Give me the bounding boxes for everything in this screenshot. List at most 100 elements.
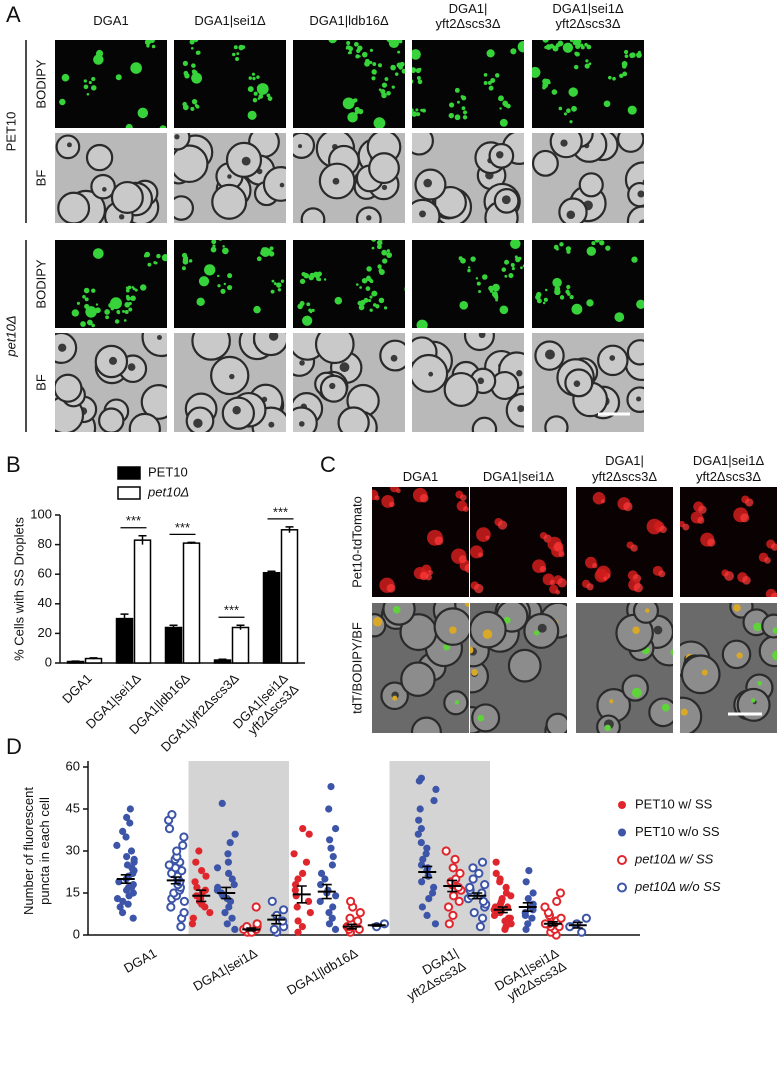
row-label: BF	[33, 374, 48, 391]
data-point	[129, 881, 137, 889]
droplet	[347, 51, 351, 55]
cell	[507, 648, 542, 683]
micrograph	[55, 240, 167, 328]
droplet	[82, 295, 86, 299]
data-point	[552, 896, 562, 907]
droplet	[130, 295, 136, 302]
droplet	[401, 68, 405, 74]
data-point	[477, 913, 488, 923]
droplet	[214, 236, 217, 239]
vacuole	[127, 363, 136, 371]
droplet	[449, 626, 457, 634]
micrograph-content	[328, 40, 405, 128]
vacuole	[423, 178, 433, 188]
data-point	[317, 881, 325, 889]
droplet	[147, 262, 152, 267]
droplet	[190, 46, 194, 50]
droplet	[376, 244, 382, 250]
droplet	[559, 242, 564, 247]
cell	[252, 333, 286, 357]
x-tick-label: DGA1|sei1Δyft2Δscs3Δ	[492, 945, 569, 1007]
droplet	[95, 307, 101, 314]
droplet	[565, 289, 570, 294]
droplet	[565, 246, 571, 252]
data-point	[416, 805, 424, 813]
data-point	[327, 783, 335, 791]
vacuole	[118, 214, 125, 220]
vacuole	[66, 142, 72, 148]
data-point	[213, 864, 222, 872]
droplet	[412, 79, 414, 84]
droplet	[252, 76, 256, 81]
error-bar	[497, 906, 508, 914]
droplet	[477, 714, 485, 722]
droplet	[482, 274, 488, 280]
droplet	[404, 286, 405, 292]
droplet	[418, 67, 422, 72]
error-bar	[218, 658, 227, 661]
droplet	[470, 256, 476, 262]
droplet	[415, 108, 419, 112]
droplet	[95, 49, 104, 58]
droplet	[61, 73, 70, 82]
droplet	[191, 72, 203, 84]
cell	[648, 697, 673, 728]
droplet	[210, 246, 217, 253]
data-point	[317, 869, 326, 878]
droplet	[194, 104, 198, 108]
data-point	[195, 847, 203, 855]
micrograph-content	[412, 40, 524, 127]
droplet	[483, 81, 488, 85]
signal	[633, 583, 643, 593]
droplet	[181, 266, 186, 271]
droplet	[115, 74, 122, 81]
droplet	[645, 608, 650, 613]
cell	[761, 613, 777, 639]
signal	[458, 555, 467, 564]
legend-marker	[618, 828, 626, 837]
error-bar	[296, 885, 307, 904]
droplet	[376, 232, 380, 236]
data-point	[528, 914, 536, 922]
micrograph	[532, 240, 644, 328]
droplet	[181, 252, 188, 258]
droplet	[367, 298, 372, 303]
legend-label: pet10Δ	[147, 484, 189, 499]
droplet	[572, 108, 576, 112]
data-point	[474, 868, 484, 879]
droplet	[627, 105, 637, 115]
droplet	[454, 114, 461, 121]
error-bar	[271, 914, 282, 925]
droplet	[108, 302, 114, 308]
legend-label: pet10Δ w/ SS	[634, 851, 714, 866]
droplet	[563, 112, 568, 116]
micrograph	[372, 603, 469, 733]
vacuole	[477, 377, 485, 385]
data-point	[555, 888, 566, 898]
column-header-line: yft2Δscs3Δ	[555, 16, 620, 31]
droplet	[553, 244, 559, 250]
data-point	[441, 846, 451, 856]
y-axis-label: % Cells with SS Droplets	[11, 517, 26, 661]
data-point	[291, 886, 299, 894]
droplet	[487, 80, 492, 85]
droplet	[148, 40, 155, 43]
data-point	[328, 861, 336, 869]
data-point	[221, 909, 229, 917]
micrograph	[576, 487, 673, 597]
droplet	[190, 106, 195, 111]
droplet	[309, 310, 313, 314]
droplet	[498, 95, 504, 102]
droplet	[191, 63, 196, 68]
droplet	[542, 82, 549, 89]
vacuole	[268, 421, 275, 428]
data-point	[507, 920, 515, 928]
droplet	[376, 240, 383, 246]
data-point	[218, 799, 226, 808]
droplet	[470, 646, 474, 654]
droplet	[510, 263, 515, 268]
droplet	[559, 295, 565, 300]
droplet	[772, 627, 777, 634]
droplet	[554, 288, 561, 296]
cell	[55, 373, 83, 403]
